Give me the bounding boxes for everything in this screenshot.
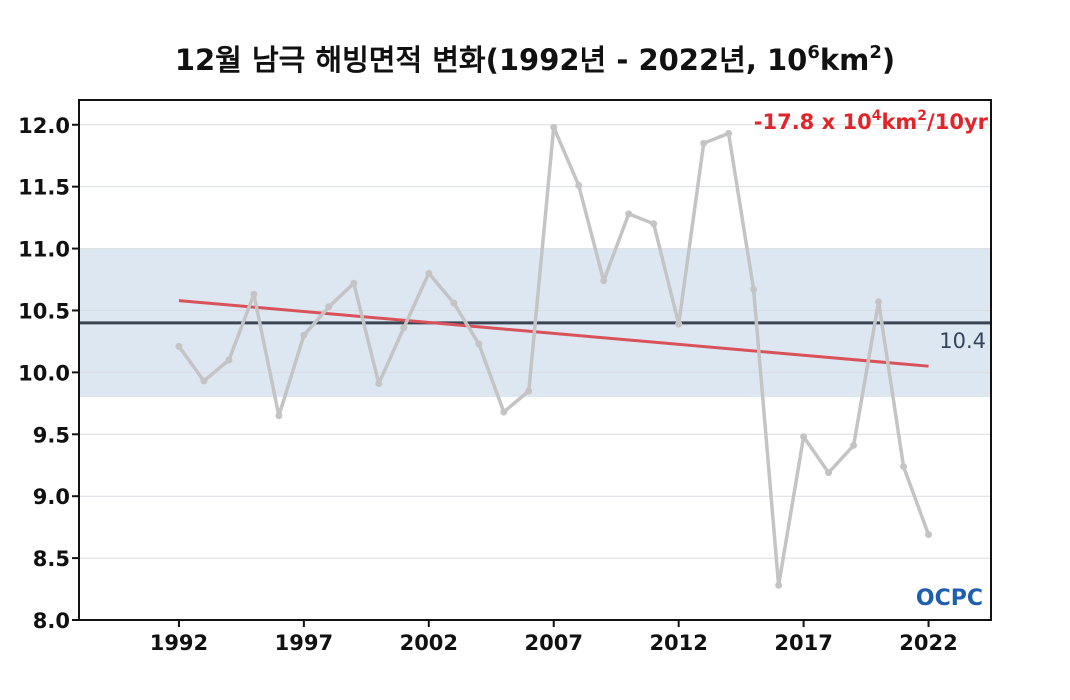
trend-line: [178, 299, 929, 368]
x-tick-label: 1997: [275, 631, 333, 655]
data-point: [675, 320, 683, 328]
data-point: [625, 210, 633, 218]
data-point: [575, 181, 583, 189]
trend-annotation-prefix: -17.8 x 10: [754, 110, 872, 134]
data-point: [700, 139, 708, 147]
data-point: [550, 123, 558, 131]
y-tick-label: 10.0: [18, 361, 70, 385]
data-point: [450, 299, 458, 307]
x-tick-label: 2022: [899, 631, 957, 655]
mean-label: 10.4: [939, 329, 986, 353]
data-point: [600, 277, 608, 285]
trend-annotation-sup-exp: 4: [872, 108, 882, 124]
data-point: [275, 412, 283, 420]
x-tick-label: 1992: [150, 631, 208, 655]
data-point: [225, 356, 233, 364]
data-point: [725, 129, 733, 137]
title-sup-exp: 6: [807, 42, 820, 63]
data-point: [425, 269, 433, 277]
trend-annotation-suffix: /10yr: [927, 110, 989, 134]
data-point: [800, 433, 808, 441]
data-point: [925, 531, 933, 539]
title-unit: km: [820, 43, 870, 77]
trend-annotation-unit: km: [881, 110, 917, 134]
data-point: [500, 408, 508, 416]
data-point: [375, 380, 383, 388]
x-tick-label: 2007: [525, 631, 583, 655]
x-tick-label: 2017: [774, 631, 832, 655]
y-tick-label: 9.0: [33, 485, 70, 509]
plot-frame: [78, 99, 992, 621]
data-point: [325, 303, 333, 311]
data-point: [250, 290, 258, 298]
data-point: [900, 462, 908, 470]
data-point: [650, 220, 658, 228]
data-point: [175, 342, 183, 350]
data-point: [875, 298, 883, 306]
data-point: [750, 285, 758, 293]
data-point: [775, 581, 783, 589]
data-point: [825, 469, 833, 477]
data-point: [350, 279, 358, 287]
x-tick-label: 2012: [649, 631, 707, 655]
x-tick-label: 2002: [400, 631, 458, 655]
y-tick-label: 8.5: [33, 547, 70, 571]
y-tick-label: 12.0: [18, 114, 70, 138]
data-point: [200, 377, 208, 385]
data-point: [475, 340, 483, 348]
chart-title: 12월 남극 해빙면적 변화(1992년 - 2022년, 106km2): [175, 42, 895, 77]
y-tick-label: 11.0: [18, 238, 70, 262]
data-point: [850, 441, 858, 449]
trend-annotation: -17.8 x 104km2/10yr: [754, 108, 989, 134]
title-sup-square: 2: [869, 42, 882, 63]
trend-annotation-sup-square: 2: [917, 108, 927, 124]
plot-area: 8.0 8.5 9.0 9.5 10.0 10.5 11.0 11.5 12.0 1992 1997…: [18, 99, 992, 655]
ocpc-logo: OCPC: [916, 586, 983, 611]
y-tick-label: 11.5: [18, 176, 70, 200]
data-point: [300, 331, 308, 339]
data-point: [400, 324, 408, 332]
title-main: 12월 남극 해빙면적 변화(1992년 - 2022년, 10: [175, 43, 808, 77]
y-tick-label: 9.5: [33, 423, 70, 447]
y-tick-label: 10.5: [18, 299, 70, 323]
data-point: [525, 387, 533, 395]
title-end: ): [882, 43, 895, 77]
y-tick-label: 8.0: [33, 609, 70, 633]
